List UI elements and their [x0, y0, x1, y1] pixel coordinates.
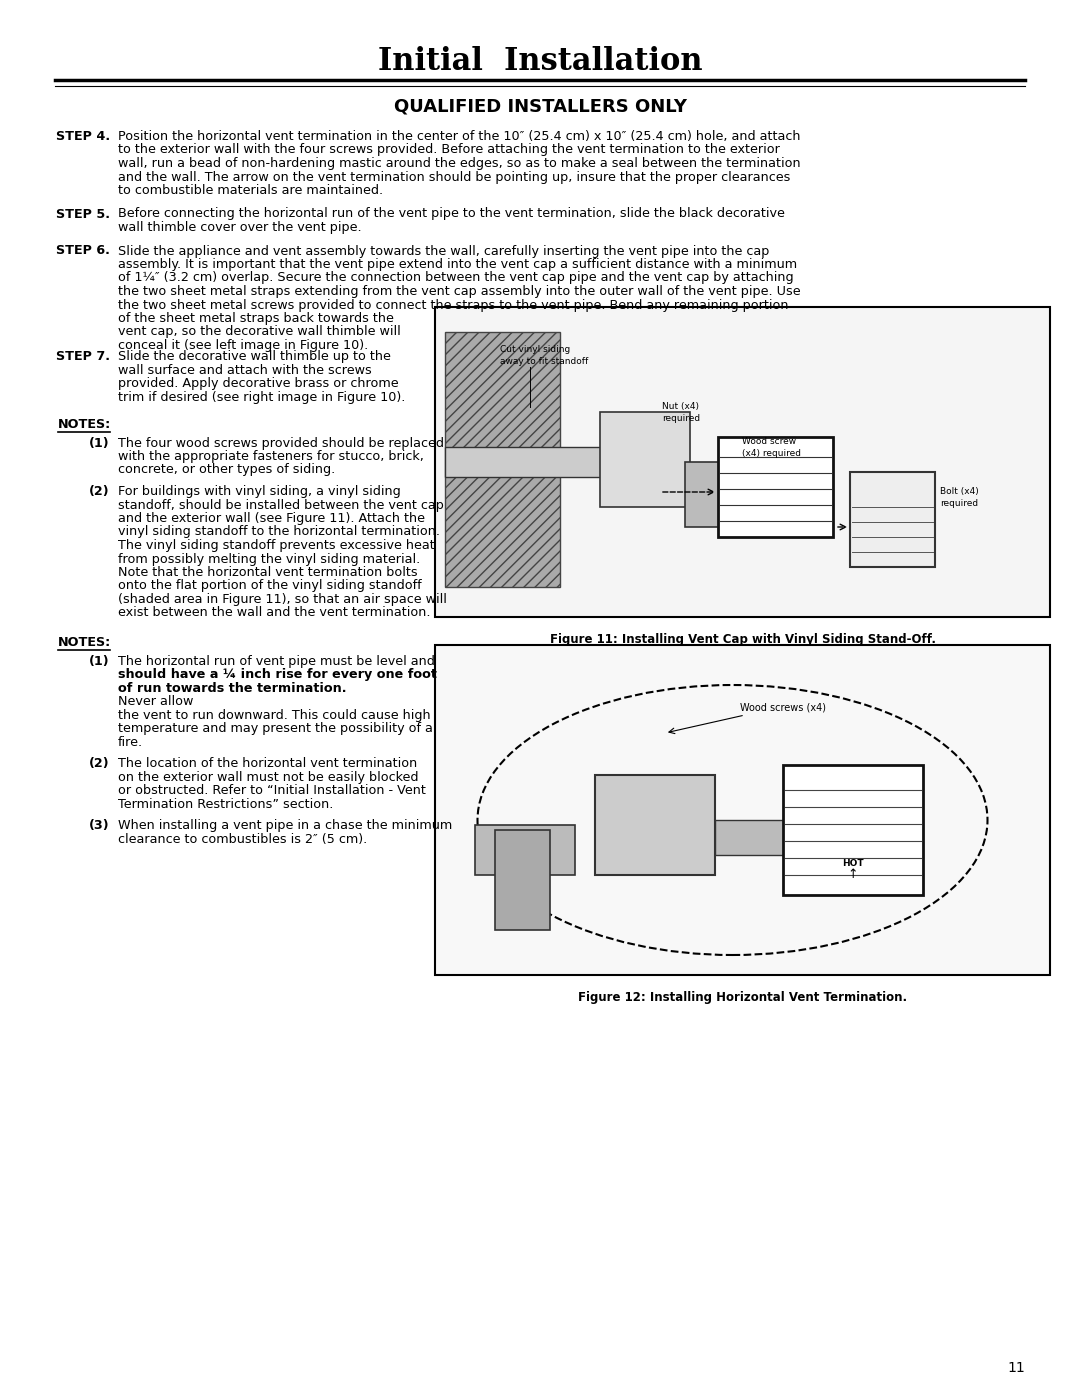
- Text: wall, run a bead of non-hardening mastic around the edges, so as to make a seal : wall, run a bead of non-hardening mastic…: [118, 156, 800, 170]
- Text: standoff, should be installed between the vent cap: standoff, should be installed between th…: [118, 499, 444, 511]
- Text: of 1¼″ (3.2 cm) overlap. Secure the connection between the vent cap pipe and the: of 1¼″ (3.2 cm) overlap. Secure the conn…: [118, 271, 794, 285]
- Text: trim if desired (see right image in Figure 10).: trim if desired (see right image in Figu…: [118, 391, 405, 404]
- Bar: [435, 307, 1050, 617]
- Text: vinyl siding standoff to the horizontal termination.: vinyl siding standoff to the horizontal …: [118, 525, 440, 538]
- Bar: [850, 472, 935, 567]
- Bar: [435, 645, 1050, 975]
- Text: concrete, or other types of siding.: concrete, or other types of siding.: [118, 464, 335, 476]
- Text: Termination Restrictions” section.: Termination Restrictions” section.: [118, 798, 334, 810]
- Bar: [475, 826, 575, 875]
- Text: STEP 4.: STEP 4.: [56, 130, 110, 142]
- Text: (3): (3): [90, 819, 110, 833]
- Bar: [685, 462, 720, 527]
- Text: from possibly melting the vinyl siding material.: from possibly melting the vinyl siding m…: [118, 552, 420, 566]
- Text: the vent to run downward. This could cause high: the vent to run downward. This could cau…: [118, 708, 431, 721]
- Text: fire.: fire.: [118, 735, 144, 749]
- Text: to combustible materials are maintained.: to combustible materials are maintained.: [118, 184, 383, 197]
- Text: Slide the appliance and vent assembly towards the wall, carefully inserting the : Slide the appliance and vent assembly to…: [118, 244, 769, 257]
- Text: Wood screw: Wood screw: [742, 437, 796, 446]
- Text: wall surface and attach with the screws: wall surface and attach with the screws: [118, 363, 372, 377]
- Text: conceal it (see left image in Figure 10).: conceal it (see left image in Figure 10)…: [118, 339, 368, 352]
- Text: Figure 12: Installing Horizontal Vent Termination.: Figure 12: Installing Horizontal Vent Te…: [578, 990, 907, 1004]
- Text: wall thimble cover over the vent pipe.: wall thimble cover over the vent pipe.: [118, 221, 362, 235]
- Text: NOTES:: NOTES:: [58, 636, 111, 650]
- Text: STEP 5.: STEP 5.: [56, 208, 110, 221]
- Text: The location of the horizontal vent termination: The location of the horizontal vent term…: [118, 757, 417, 770]
- Text: assembly. It is important that the vent pipe extend into the vent cap a sufficie: assembly. It is important that the vent …: [118, 258, 797, 271]
- Text: the two sheet metal straps extending from the vent cap assembly into the outer w: the two sheet metal straps extending fro…: [118, 285, 800, 298]
- Text: HOT: HOT: [842, 859, 864, 868]
- Text: Initial  Installation: Initial Installation: [378, 46, 702, 77]
- Text: required: required: [940, 499, 978, 509]
- Text: NOTES:: NOTES:: [58, 418, 111, 432]
- Text: Wood screws (x4): Wood screws (x4): [740, 703, 826, 712]
- Text: onto the flat portion of the vinyl siding standoff: onto the flat portion of the vinyl sidin…: [118, 580, 421, 592]
- Text: The vinyl siding standoff prevents excessive heat: The vinyl siding standoff prevents exces…: [118, 539, 435, 552]
- Text: Position the horizontal vent termination in the center of the 10″ (25.4 cm) x 10: Position the horizontal vent termination…: [118, 130, 800, 142]
- Text: (x4) required: (x4) required: [742, 448, 801, 458]
- Text: or obstructed. Refer to “Initial Installation - Vent: or obstructed. Refer to “Initial Install…: [118, 784, 426, 798]
- Text: to the exterior wall with the four screws provided. Before attaching the vent te: to the exterior wall with the four screw…: [118, 144, 780, 156]
- Bar: [445, 332, 561, 587]
- Text: (2): (2): [90, 485, 110, 497]
- Text: Never allow: Never allow: [118, 694, 193, 708]
- Text: Figure 11: Installing Vent Cap with Vinyl Siding Stand-Off.: Figure 11: Installing Vent Cap with Viny…: [550, 633, 935, 645]
- Text: (1): (1): [90, 436, 110, 450]
- Text: exist between the wall and the vent termination.: exist between the wall and the vent term…: [118, 606, 431, 619]
- Bar: [783, 766, 923, 895]
- Text: away to fit standoff: away to fit standoff: [500, 358, 589, 366]
- Text: STEP 7.: STEP 7.: [56, 351, 110, 363]
- Text: 11: 11: [1008, 1361, 1025, 1375]
- Text: provided. Apply decorative brass or chrome: provided. Apply decorative brass or chro…: [118, 377, 399, 390]
- Text: on the exterior wall must not be easily blocked: on the exterior wall must not be easily …: [118, 771, 419, 784]
- Text: should have a ¼ inch rise for every one foot: should have a ¼ inch rise for every one …: [118, 668, 437, 680]
- Bar: [715, 820, 785, 855]
- Text: and the wall. The arrow on the vent termination should be pointing up, insure th: and the wall. The arrow on the vent term…: [118, 170, 791, 183]
- Bar: [600, 412, 690, 507]
- Text: vent cap, so the decorative wall thimble will: vent cap, so the decorative wall thimble…: [118, 326, 401, 338]
- Text: (shaded area in Figure 11), so that an air space will: (shaded area in Figure 11), so that an a…: [118, 592, 447, 606]
- Text: (2): (2): [90, 757, 110, 770]
- Text: required: required: [662, 414, 700, 423]
- Text: Cut vinyl siding: Cut vinyl siding: [500, 345, 570, 353]
- Text: Nut (x4): Nut (x4): [662, 402, 699, 411]
- Text: of the sheet metal straps back towards the: of the sheet metal straps back towards t…: [118, 312, 394, 326]
- Text: QUALIFIED INSTALLERS ONLY: QUALIFIED INSTALLERS ONLY: [393, 98, 687, 116]
- Bar: [445, 447, 605, 476]
- Text: and the exterior wall (see Figure 11). Attach the: and the exterior wall (see Figure 11). A…: [118, 511, 426, 525]
- Text: (1): (1): [90, 655, 110, 668]
- Text: Note that the horizontal vent termination bolts: Note that the horizontal vent terminatio…: [118, 566, 418, 578]
- Text: Bolt (x4): Bolt (x4): [940, 488, 978, 496]
- Bar: [495, 830, 550, 930]
- Text: STEP 6.: STEP 6.: [56, 244, 110, 257]
- Text: For buildings with vinyl siding, a vinyl siding: For buildings with vinyl siding, a vinyl…: [118, 485, 401, 497]
- Text: The four wood screws provided should be replaced: The four wood screws provided should be …: [118, 436, 444, 450]
- Text: The horizontal run of vent pipe must be level and: The horizontal run of vent pipe must be …: [118, 655, 435, 668]
- Text: ↑: ↑: [848, 869, 859, 882]
- Text: temperature and may present the possibility of a: temperature and may present the possibil…: [118, 722, 433, 735]
- Text: When installing a vent pipe in a chase the minimum: When installing a vent pipe in a chase t…: [118, 819, 453, 833]
- Text: of run towards the termination.: of run towards the termination.: [118, 682, 347, 694]
- Text: Slide the decorative wall thimble up to the: Slide the decorative wall thimble up to …: [118, 351, 391, 363]
- Bar: [595, 775, 715, 875]
- Text: the two sheet metal screws provided to connect the straps to the vent pipe. Bend: the two sheet metal screws provided to c…: [118, 299, 788, 312]
- Text: with the appropriate fasteners for stucco, brick,: with the appropriate fasteners for stucc…: [118, 450, 423, 462]
- Text: clearance to combustibles is 2″ (5 cm).: clearance to combustibles is 2″ (5 cm).: [118, 833, 367, 845]
- Text: Before connecting the horizontal run of the vent pipe to the vent termination, s: Before connecting the horizontal run of …: [118, 208, 785, 221]
- Bar: [718, 437, 833, 536]
